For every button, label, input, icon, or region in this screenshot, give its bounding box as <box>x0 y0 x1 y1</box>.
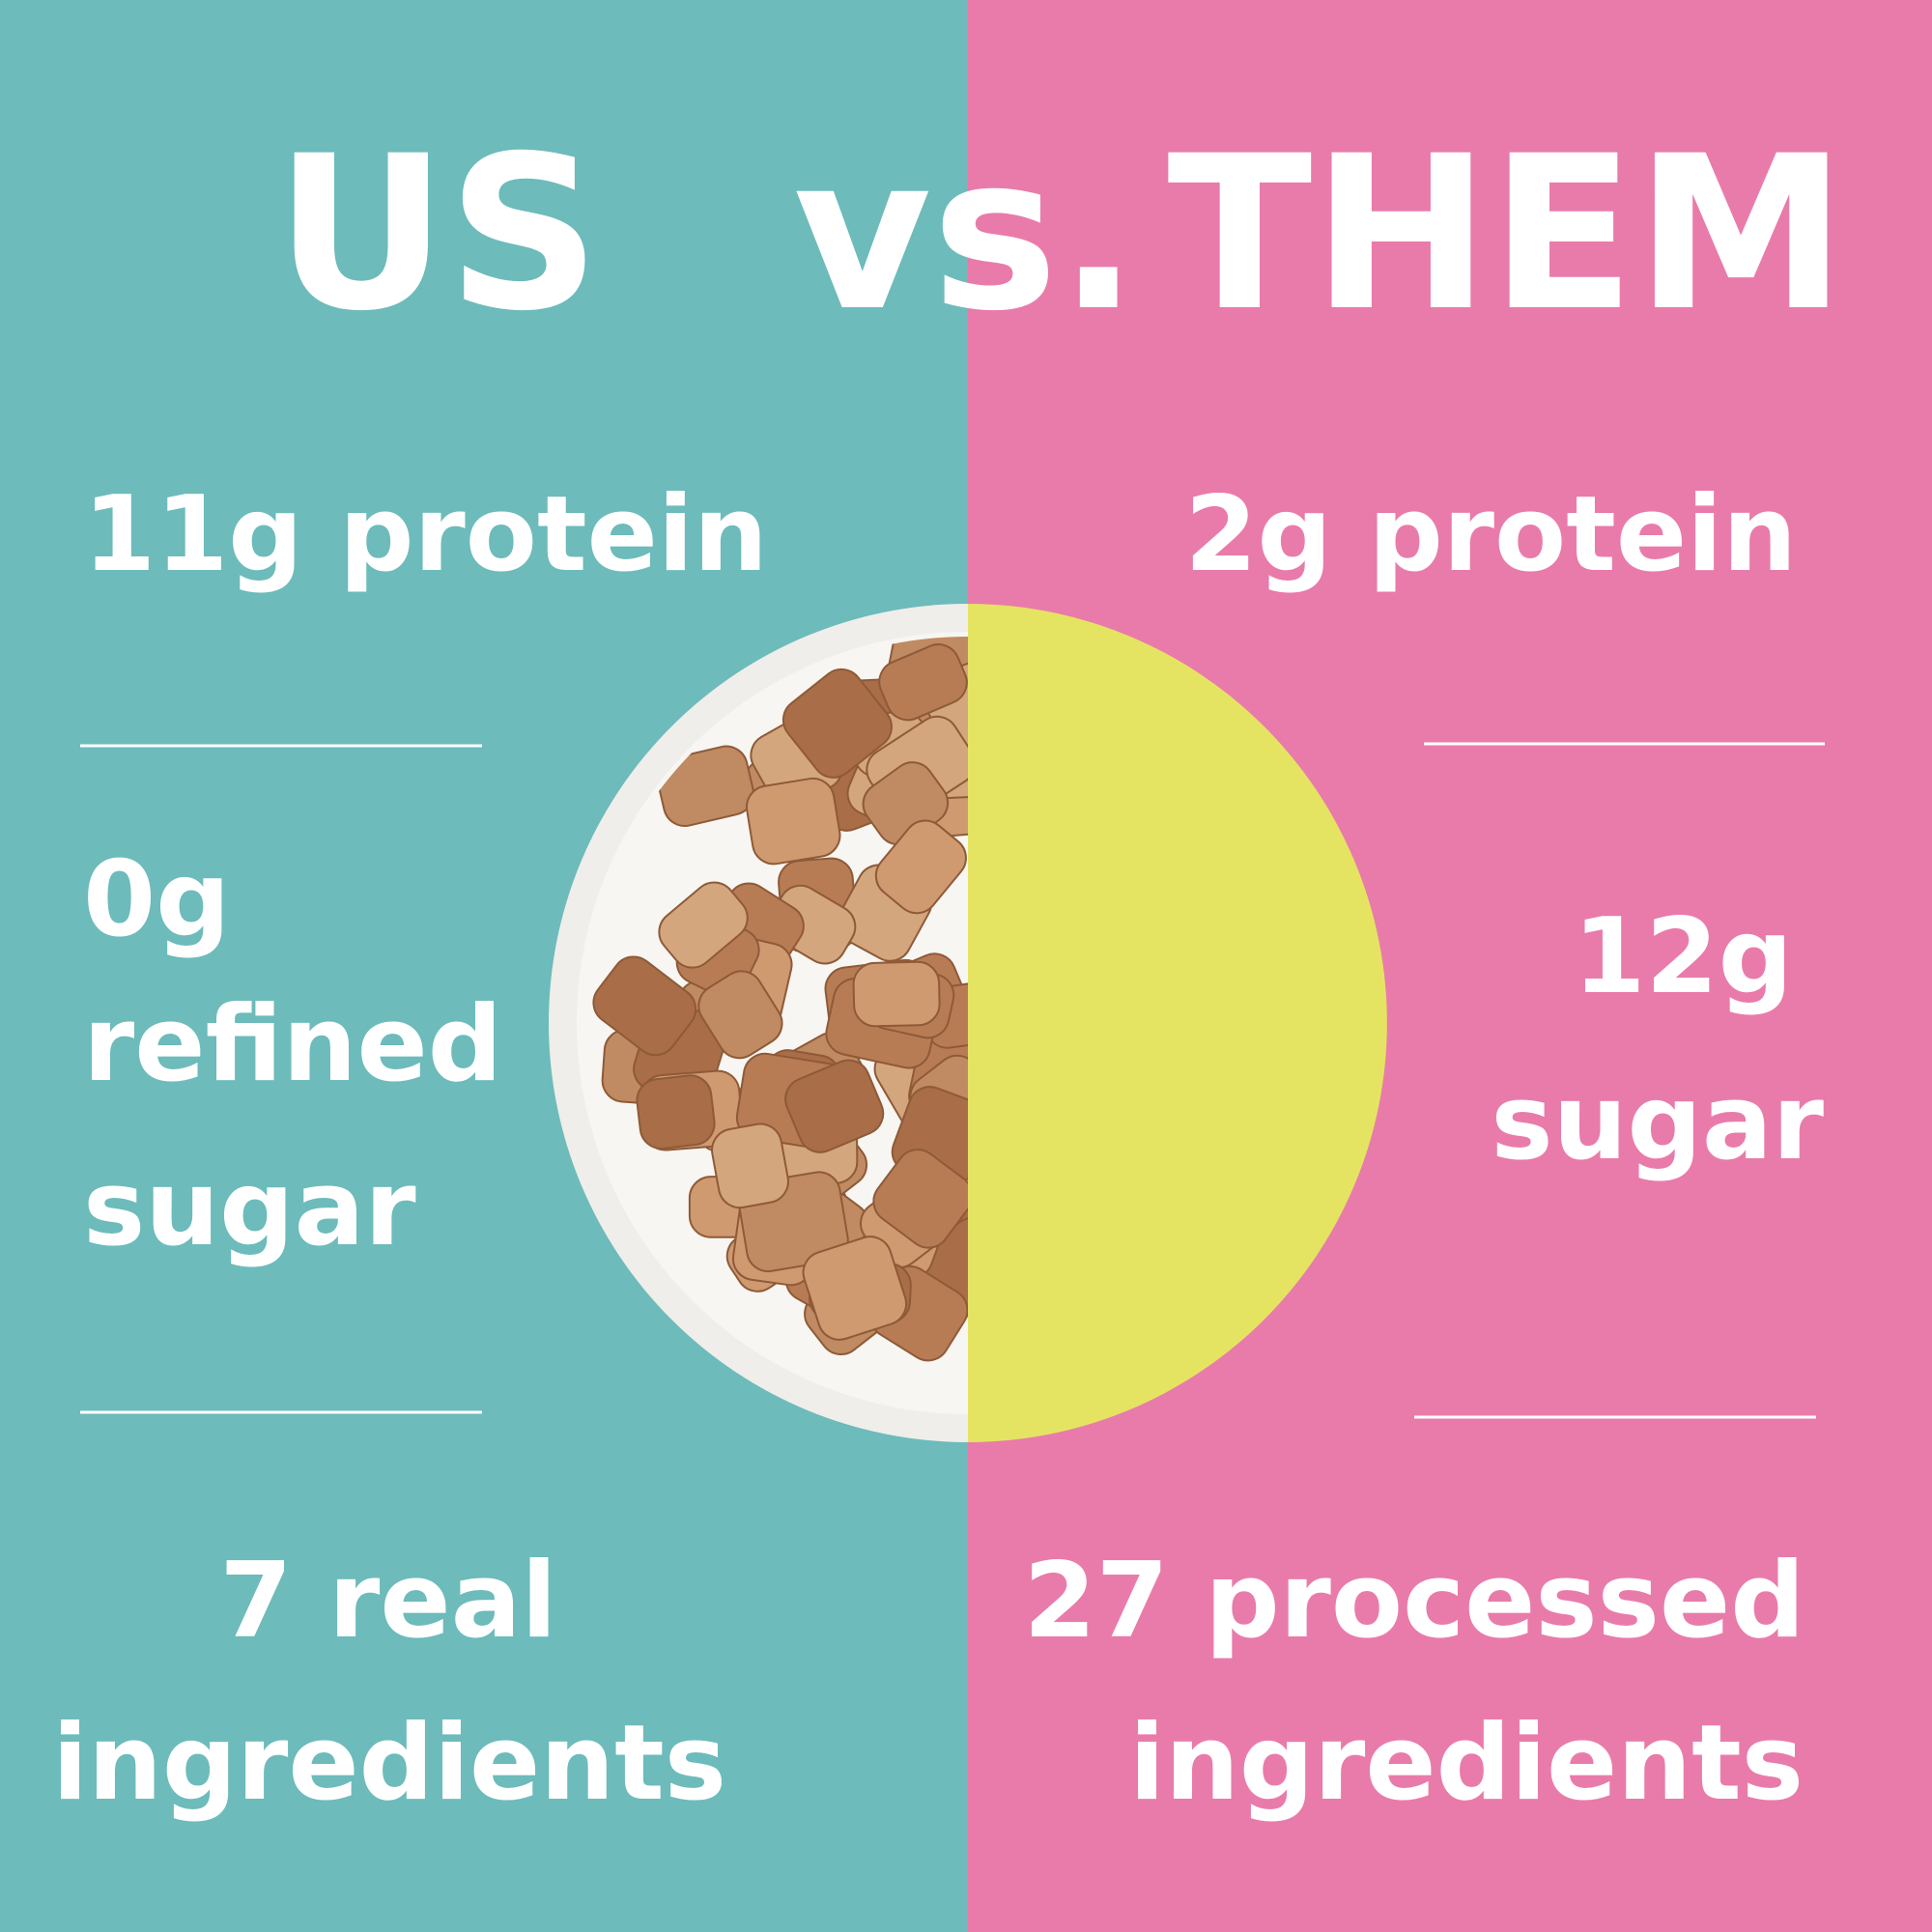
left-ingredients-line: 7 real <box>219 1541 556 1662</box>
cereal-piece <box>781 668 893 779</box>
left-ingredients-line: ingredients <box>52 1703 726 1824</box>
cereal-piece <box>592 955 697 1057</box>
left-title: US <box>274 110 600 357</box>
cereal-piece <box>656 745 754 827</box>
cereal-piece <box>784 1059 885 1153</box>
cereal-piece <box>872 1149 968 1249</box>
cereal-piece <box>658 881 749 969</box>
left-protein: 11g protein <box>83 474 768 595</box>
cereal-piece <box>745 777 841 866</box>
yellow-half-circle <box>968 604 1387 1442</box>
right-ingredients-line: ingredients <box>1129 1703 1804 1824</box>
cereal-piece <box>852 960 941 1028</box>
right-title: THEM <box>1167 110 1846 357</box>
cereal-bowl <box>549 604 968 1442</box>
vs-label: vs. <box>793 110 1139 357</box>
cereal-piece <box>878 643 968 722</box>
cereal-piece <box>697 970 783 1060</box>
cereal-piece <box>636 1074 716 1150</box>
left-sugar-line: refined <box>83 984 502 1105</box>
right-protein: 2g protein <box>1184 474 1797 595</box>
right-ingredients-line: 27 processed <box>1023 1541 1804 1662</box>
left-sugar-line: 0g <box>83 839 230 960</box>
right-sugar-line: 12g <box>1573 896 1793 1017</box>
cereal-piece <box>874 819 967 915</box>
right-sugar-line: sugar <box>1491 1063 1824 1183</box>
cereal-piece <box>711 1122 789 1209</box>
left-sugar-line: sugar <box>83 1149 416 1269</box>
cereal-piece <box>802 1236 908 1341</box>
